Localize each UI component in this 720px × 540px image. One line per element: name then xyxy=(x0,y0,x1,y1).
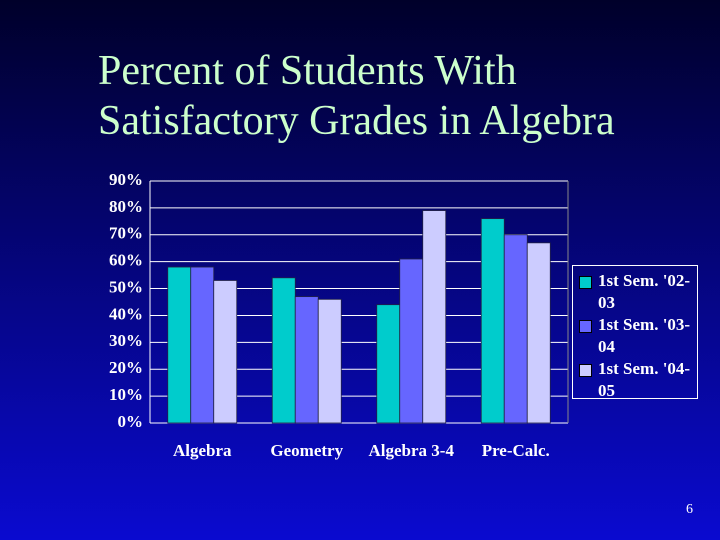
bar xyxy=(503,234,528,424)
y-tick-label: 80% xyxy=(109,197,143,216)
bar xyxy=(480,218,505,424)
legend-item: 1st Sem. '02-03 xyxy=(579,270,691,314)
page-number: 6 xyxy=(686,502,693,517)
chart-title: Percent of Students With Satisfactory Gr… xyxy=(98,48,615,144)
x-tick-label: Geometry xyxy=(270,441,343,460)
legend-item: 1st Sem. '04-05 xyxy=(579,358,691,402)
bar xyxy=(190,266,215,424)
bar xyxy=(213,280,238,424)
y-tick-label: 20% xyxy=(109,358,143,377)
y-tick-label: 50% xyxy=(109,277,143,296)
y-tick-label: 0% xyxy=(118,412,144,431)
bar xyxy=(317,298,342,424)
y-tick-label: 70% xyxy=(109,224,143,243)
bar xyxy=(294,296,319,424)
y-tick-label: 40% xyxy=(109,304,143,323)
legend-item: 1st Sem. '03-04 xyxy=(579,314,691,358)
legend-swatch xyxy=(579,364,592,377)
bar xyxy=(376,304,401,424)
legend: 1st Sem. '02-03 1st Sem. '03-04 1st Sem. '… xyxy=(572,265,698,402)
legend-label: 1st Sem. '03-04 xyxy=(598,315,691,356)
bar xyxy=(422,210,447,424)
bar xyxy=(399,258,424,424)
y-tick-label: 30% xyxy=(109,331,143,350)
bar xyxy=(167,266,192,424)
legend-swatch xyxy=(579,276,592,289)
x-tick-label: Algebra 3-4 xyxy=(369,441,455,460)
legend-label: 1st Sem. '04-05 xyxy=(598,359,691,400)
x-tick-label: Pre-Calc. xyxy=(482,441,550,460)
x-tick-label: Algebra xyxy=(173,441,232,460)
bar xyxy=(271,277,296,424)
bar xyxy=(526,242,551,424)
y-tick-label: 10% xyxy=(109,385,143,404)
legend-label: 1st Sem. '02-03 xyxy=(598,271,691,312)
y-tick-label: 90% xyxy=(109,170,143,189)
y-tick-label: 60% xyxy=(109,251,143,270)
legend-swatch xyxy=(579,320,592,333)
